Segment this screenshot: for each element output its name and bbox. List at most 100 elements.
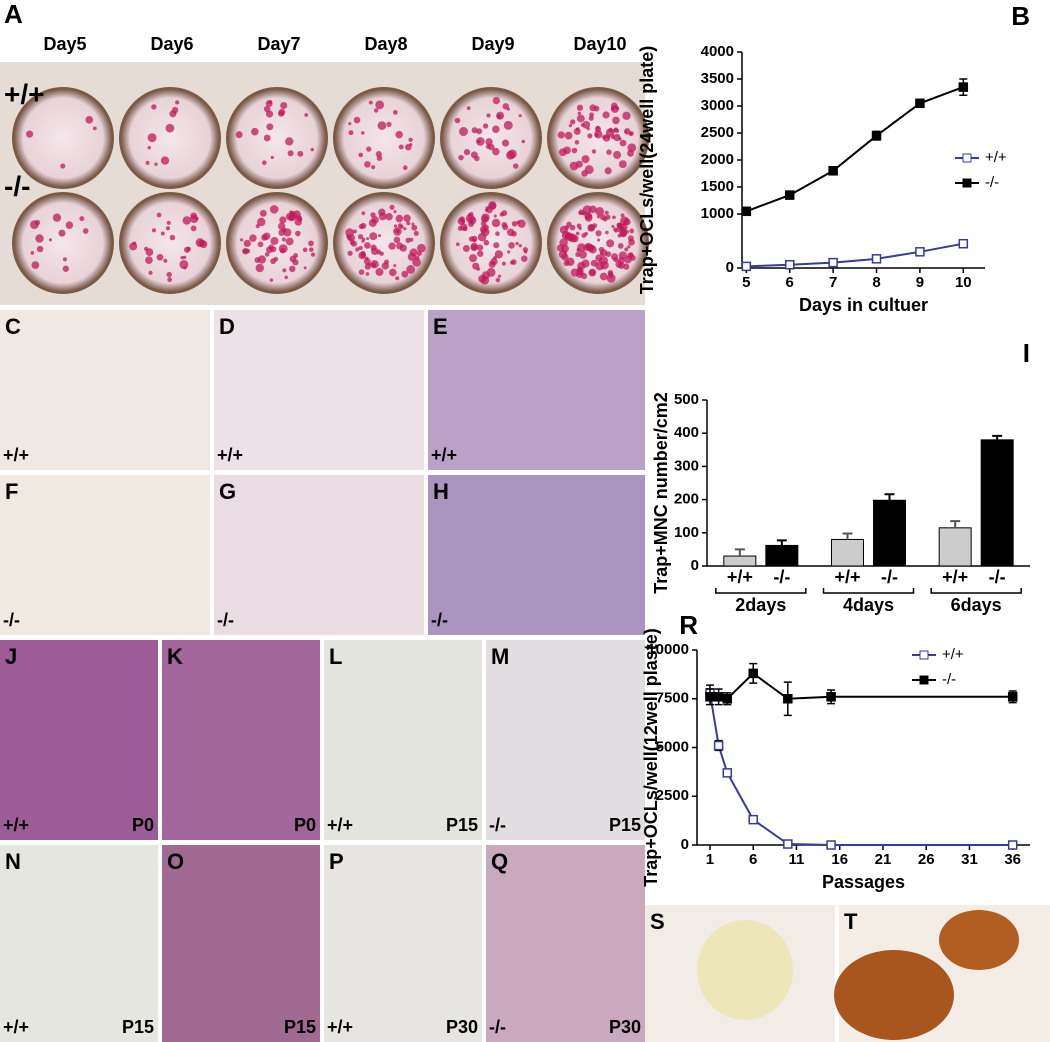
micrograph [324,845,482,1042]
colony [270,258,276,265]
well [12,87,114,189]
colony [92,126,97,131]
colony [263,134,271,142]
colony [148,270,153,275]
genotype-label: -/- [489,815,506,835]
colony [362,237,366,241]
colony [582,205,592,215]
passage-label: P15 [609,815,641,835]
colony [493,242,500,249]
colony [467,212,472,217]
micrograph [162,845,320,1042]
colony [596,215,601,219]
genotype-label: -/- [3,610,20,630]
colony [577,111,582,116]
colony [358,245,363,251]
x-tick-label: 4days [843,595,894,615]
colony [364,242,371,249]
passage-label: P15 [284,1017,316,1037]
colony [476,139,481,144]
colony [600,261,609,270]
colony [492,96,501,105]
colony [620,213,625,218]
colony [366,237,370,241]
y-tick-label: 1500 [701,178,734,195]
colony [501,139,510,147]
y-tick-label: 10000 [647,641,689,658]
y-tick-label: 2500 [701,124,734,141]
passage-label: P0 [294,815,316,835]
colony [502,103,510,110]
colony [495,277,501,283]
colony [468,254,477,263]
point [1007,840,1018,850]
genotype-label: -/- [489,1017,506,1037]
colony [289,265,296,273]
panel-letter: T [844,909,858,934]
y-tick-label: 300 [674,457,699,474]
x-tick-label: 26 [918,851,935,868]
colony [147,145,151,150]
point [783,839,793,849]
point [783,694,793,704]
x-tick-label: 7 [829,274,837,291]
colony [556,244,565,252]
y-tick-label: 0 [726,259,734,276]
bar [873,499,906,567]
colony [613,133,621,142]
colony [479,225,488,234]
colony [458,154,464,161]
colony [30,251,35,255]
colony [569,161,579,171]
colony [611,224,615,228]
colony [309,247,314,252]
x-tick-label: 10 [955,274,972,291]
colony [581,170,588,177]
colony [612,215,616,220]
colony [358,223,365,230]
genotype-label: +/+ [3,815,29,835]
colony [375,151,382,158]
colony [285,212,294,221]
colony [297,150,304,157]
colony [462,245,470,252]
genotype-label: +/+ [327,1017,353,1037]
y-axis-label: Trap+OCLs/well(24well plate) [637,46,657,295]
colony [518,244,522,248]
colony [620,216,629,226]
colony [486,113,491,118]
y-tick-label: 500 [674,391,699,408]
micrograph [214,475,424,635]
y-tick-label: 0 [691,557,699,574]
colony [463,148,471,156]
colony [165,123,175,133]
colony [395,130,403,139]
colony [496,113,502,120]
micrograph [486,845,645,1042]
colony [488,201,497,210]
colony [266,246,273,254]
colony [618,251,627,260]
x-axis-label: Passages [822,872,905,892]
colony [259,209,267,217]
colony [52,213,62,222]
colony [263,105,271,113]
y-tick-label: 3500 [701,70,734,87]
colony [151,104,157,110]
colony [398,144,404,150]
colony [35,234,44,243]
day-label: Day10 [573,34,626,54]
colony [302,247,308,253]
well [333,87,435,189]
colony [379,251,384,256]
point [713,740,724,751]
colony [412,258,421,267]
point [784,260,795,270]
panel-letter: D [219,314,235,339]
colony [499,212,505,217]
passage-label: P30 [609,1017,641,1037]
colony [481,215,489,223]
colony [619,139,627,147]
axes [741,52,985,269]
colony [285,237,294,246]
